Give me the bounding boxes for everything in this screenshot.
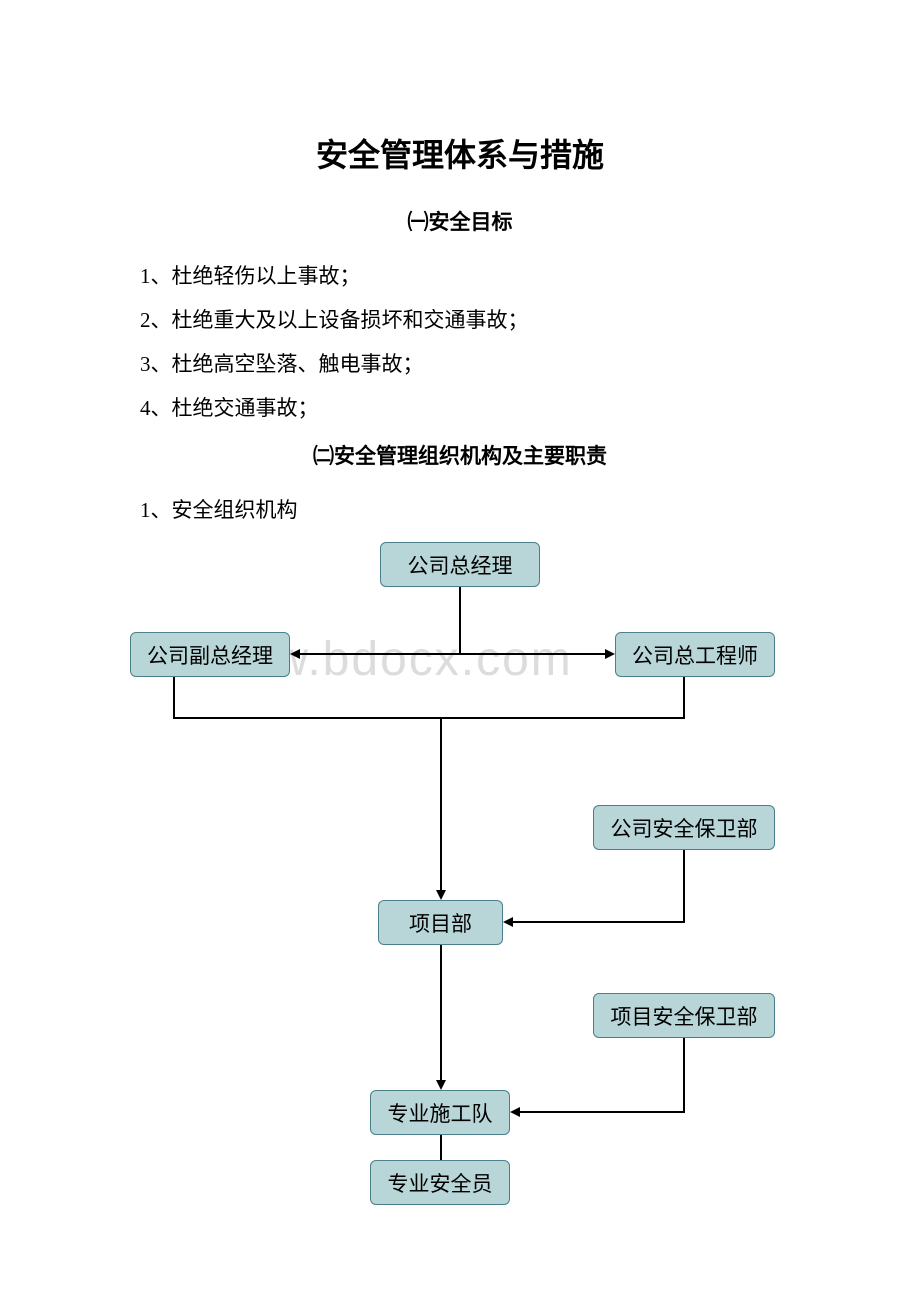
node-project-safety-dept: 项目安全保卫部 bbox=[593, 993, 775, 1038]
node-general-manager: 公司总经理 bbox=[380, 542, 540, 587]
goal-item: 2、杜绝重大及以上设备损坏和交通事故； bbox=[140, 298, 780, 342]
arrowhead-icon bbox=[510, 1107, 520, 1117]
node-company-safety-dept: 公司安全保卫部 bbox=[593, 805, 775, 850]
node-project-dept: 项目部 bbox=[378, 900, 503, 945]
connector bbox=[459, 653, 605, 655]
arrowhead-icon bbox=[436, 890, 446, 900]
connector bbox=[683, 677, 685, 717]
connector bbox=[459, 587, 461, 654]
node-vice-general-manager: 公司副总经理 bbox=[130, 632, 290, 677]
node-construction-team: 专业施工队 bbox=[370, 1090, 510, 1135]
connector bbox=[173, 677, 175, 717]
goal-item: 1、杜绝轻伤以上事故； bbox=[140, 254, 780, 298]
section-intro: 1、安全组织机构 bbox=[140, 488, 780, 532]
arrowhead-icon bbox=[436, 1080, 446, 1090]
arrowhead-icon bbox=[290, 649, 300, 659]
arrowhead-icon bbox=[503, 917, 513, 927]
arrowhead-icon bbox=[605, 649, 615, 659]
connector bbox=[520, 1111, 685, 1113]
connector bbox=[440, 717, 442, 890]
connector bbox=[440, 1135, 442, 1160]
connector bbox=[440, 945, 442, 1080]
connector bbox=[683, 850, 685, 922]
connector bbox=[300, 653, 461, 655]
connector bbox=[513, 921, 685, 923]
main-title: 安全管理体系与措施 bbox=[140, 130, 780, 176]
goal-item: 4、杜绝交通事故； bbox=[140, 386, 780, 430]
section-heading-2: ㈡安全管理组织机构及主要职责 bbox=[140, 440, 780, 470]
node-chief-engineer: 公司总工程师 bbox=[615, 632, 775, 677]
document-page: 安全管理体系与措施 ㈠安全目标 1、杜绝轻伤以上事故； 2、杜绝重大及以上设备损… bbox=[0, 0, 920, 1282]
node-safety-officer: 专业安全员 bbox=[370, 1160, 510, 1205]
goal-item: 3、杜绝高空坠落、触电事故； bbox=[140, 342, 780, 386]
section-heading-1: ㈠安全目标 bbox=[140, 206, 780, 236]
connector bbox=[683, 1038, 685, 1112]
org-flowchart: www.bdocx.com 公司总经理 公司副总经理 公司总工程师 公司安全保卫… bbox=[130, 542, 790, 1222]
connector bbox=[173, 717, 685, 719]
